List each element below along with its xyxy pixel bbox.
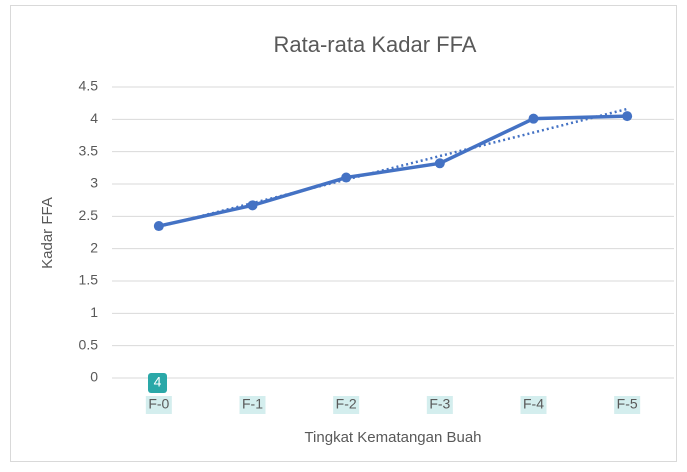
x-label-highlight [239, 396, 266, 414]
line-marker [247, 200, 258, 211]
y-axis-label: Kadar FFA [39, 197, 56, 269]
y-tick-label: 2.5 [79, 207, 99, 223]
x-label-highlight [520, 396, 547, 414]
y-tick-label: 4.5 [79, 78, 99, 94]
line-marker [528, 113, 539, 124]
x-tick-label: F-2 [336, 396, 357, 412]
x-tick-label: F-3 [429, 396, 450, 412]
y-tick-label: 0.5 [79, 336, 99, 352]
x-tick-label: F-0 [148, 396, 169, 412]
x-label-highlight [333, 396, 360, 414]
y-tick-label: 2 [90, 239, 98, 255]
y-tick-label: 4 [90, 110, 98, 126]
line-marker [434, 158, 445, 169]
line-marker [341, 172, 352, 183]
line-marker [153, 221, 164, 232]
x-axis-label: Tingkat Kematangan Buah [304, 429, 481, 446]
x-tick-label: F-1 [242, 396, 263, 412]
x-label-highlight [426, 396, 453, 414]
chart-frame [10, 5, 677, 462]
y-tick-label: 1.5 [79, 272, 99, 288]
y-tick-label: 3.5 [79, 142, 99, 158]
y-tick-label: 0 [90, 369, 98, 385]
line-marker [622, 111, 633, 122]
x-label-highlight [145, 396, 172, 414]
x-tick-label: F-5 [617, 396, 638, 412]
chart-title: Rata-rata Kadar FFA [274, 32, 477, 57]
y-tick-label: 1 [90, 304, 98, 320]
y-tick-label: 3 [90, 175, 98, 191]
x-label-highlight [614, 396, 641, 414]
line-series [158, 114, 628, 228]
annotation: 4 [154, 374, 162, 390]
x-tick-label: F-4 [523, 396, 544, 412]
annotation-badge [148, 373, 167, 393]
